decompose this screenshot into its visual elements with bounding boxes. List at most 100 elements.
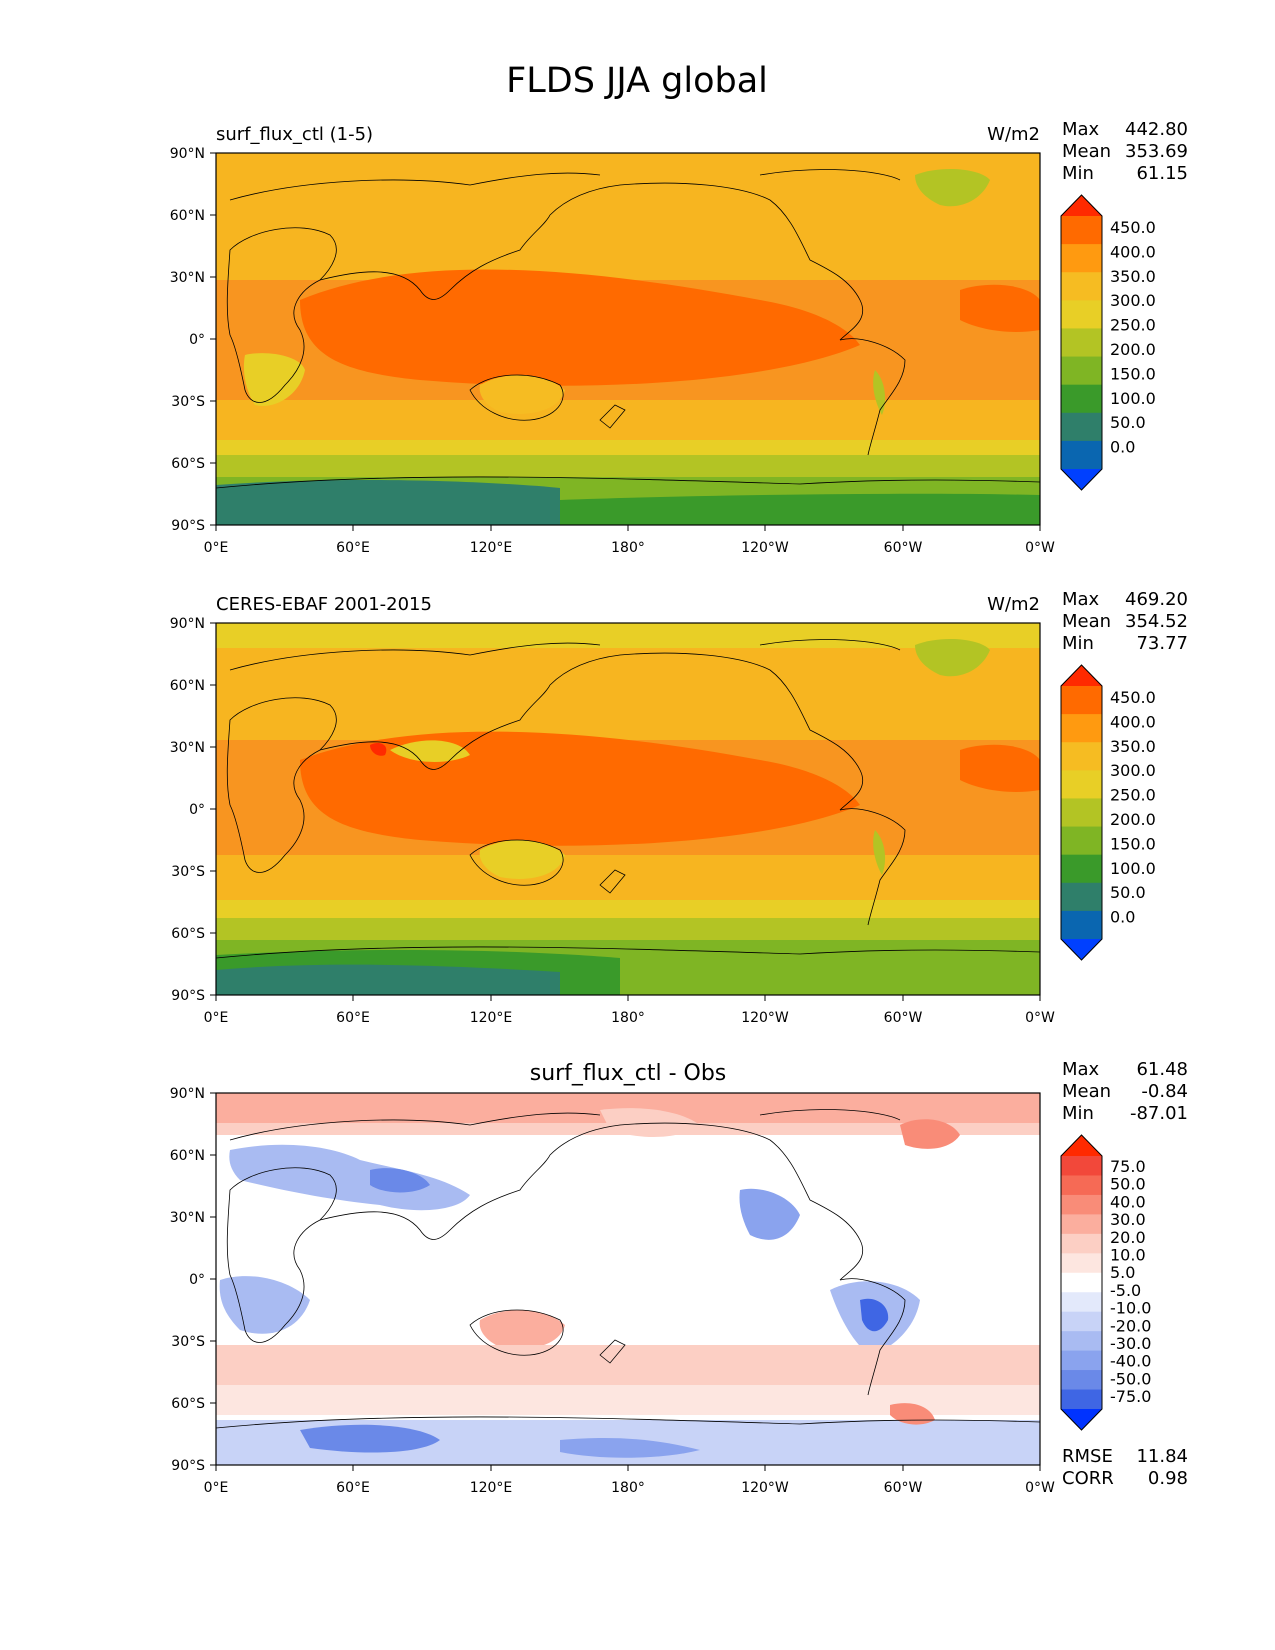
colorbar-level-label: 0.0 bbox=[1110, 438, 1135, 457]
lat-tick-label: 90°N bbox=[170, 616, 205, 632]
stat-mean-value: 354.52 bbox=[1125, 611, 1188, 632]
lat-tick-label: 30°S bbox=[171, 394, 205, 410]
colorbar-segment bbox=[1061, 798, 1102, 828]
colorbar-extend-max bbox=[1061, 195, 1102, 216]
colorbar-level-label: -75.0 bbox=[1110, 1387, 1151, 1406]
stat-min-label: Min bbox=[1062, 163, 1094, 184]
panel-difference-stats: Max 61.48 Mean -0.84 Min -87.01 bbox=[1062, 1059, 1188, 1124]
lon-tick-label: 60°E bbox=[336, 1480, 370, 1496]
lon-tick-label: 60°W bbox=[884, 1010, 923, 1026]
stat-min-label: Min bbox=[1062, 633, 1094, 654]
colorbar-segment bbox=[1061, 882, 1102, 912]
colorbar-segment bbox=[1061, 1156, 1102, 1176]
lon-tick-label: 0°E bbox=[204, 540, 229, 556]
colorbar-segment bbox=[1061, 714, 1102, 743]
stat-max-label: Max bbox=[1062, 119, 1100, 140]
colorbar-level-label: 250.0 bbox=[1110, 316, 1156, 335]
lat-tick-label: 90°S bbox=[171, 518, 205, 534]
colorbar-segment bbox=[1061, 686, 1102, 715]
lon-tick-label: 60°W bbox=[884, 540, 923, 556]
lat-tick-label: 60°S bbox=[171, 456, 205, 472]
colorbar-level-label: -10.0 bbox=[1110, 1299, 1151, 1318]
colorbar-segment bbox=[1061, 300, 1102, 329]
colorbar-level-label: 150.0 bbox=[1110, 364, 1156, 383]
stat-min-value: 73.77 bbox=[1136, 633, 1188, 654]
corr-value: 0.98 bbox=[1148, 1468, 1188, 1489]
colorbar-segment bbox=[1061, 216, 1102, 245]
panel-reference-left-title: CERES-EBAF 2001-2015 bbox=[216, 594, 432, 615]
lon-tick-label: 0°W bbox=[1025, 1010, 1055, 1026]
lon-tick-label: 0°W bbox=[1025, 540, 1055, 556]
panel-difference-colorbar: 75.050.040.030.020.010.05.0-5.0-10.0-20.… bbox=[1060, 1134, 1151, 1431]
stat-mean-label: Mean bbox=[1062, 1081, 1111, 1102]
colorbar-outline bbox=[1060, 194, 1103, 491]
lon-tick-label: 120°W bbox=[741, 540, 789, 556]
colorbar-segment bbox=[1061, 1233, 1102, 1254]
colorbar-level-label: 450.0 bbox=[1110, 688, 1156, 707]
lat-tick-label: 30°S bbox=[171, 864, 205, 880]
lat-tick-label: 90°N bbox=[170, 1086, 205, 1102]
stat-mean-value: 353.69 bbox=[1125, 141, 1188, 162]
colorbar-segment bbox=[1061, 1194, 1102, 1215]
colorbar-level-label: 50.0 bbox=[1110, 1175, 1146, 1194]
colorbar-segment bbox=[1061, 1311, 1102, 1332]
figure-title: FLDS JJA global bbox=[506, 61, 768, 101]
panel-test-units: W/m2 bbox=[987, 124, 1040, 145]
lat-tick-label: 30°S bbox=[171, 1334, 205, 1350]
lat-tick-label: 90°S bbox=[171, 988, 205, 1004]
panel-reference-colorbar: 450.0 400.0 350.0 300.0 250.0 200.0 150.0 100.0… bbox=[1060, 664, 1156, 961]
colorbar-level-label: 50.0 bbox=[1110, 413, 1146, 432]
colorbar-segment bbox=[1061, 356, 1102, 386]
lat-tick-label: 90°N bbox=[170, 146, 205, 162]
colorbar-level-label: 100.0 bbox=[1110, 389, 1156, 408]
colorbar-extend-max bbox=[1061, 1135, 1102, 1156]
colorbar-segment bbox=[1061, 742, 1102, 771]
lat-tick-label: 0° bbox=[189, 1272, 205, 1288]
colorbar-segment bbox=[1061, 244, 1102, 273]
rmse-label: RMSE bbox=[1062, 1446, 1113, 1467]
stat-max-label: Max bbox=[1062, 589, 1100, 610]
panel-reference-units: W/m2 bbox=[987, 594, 1040, 615]
lon-tick-label: 180° bbox=[611, 540, 645, 556]
lon-tick-label: 0°E bbox=[204, 1010, 229, 1026]
panel-reference-lat-ticks: 90°N 60°N 30°N 0° 30°S 60°S 90°S bbox=[170, 616, 216, 1004]
lon-tick-label: 120°E bbox=[470, 540, 513, 556]
colorbar-segment bbox=[1061, 770, 1102, 799]
lon-tick-label: 120°E bbox=[470, 1010, 513, 1026]
colorbar-level-label: 400.0 bbox=[1110, 242, 1156, 261]
panel-test-stats: Max 442.80 Mean 353.69 Min 61.15 bbox=[1062, 119, 1188, 184]
colorbar-level-label: 450.0 bbox=[1110, 218, 1156, 237]
colorbar-outline bbox=[1060, 1134, 1103, 1431]
lat-tick-label: 90°S bbox=[171, 1458, 205, 1474]
colorbar-segment bbox=[1061, 910, 1102, 940]
colorbar-level-label: 350.0 bbox=[1110, 737, 1156, 756]
colorbar-segment bbox=[1061, 1272, 1102, 1293]
stat-min-label: Min bbox=[1062, 1103, 1094, 1124]
colorbar-segment bbox=[1061, 272, 1102, 301]
lon-tick-label: 0°E bbox=[204, 1480, 229, 1496]
lon-tick-label: 60°E bbox=[336, 1010, 370, 1026]
lon-tick-label: 60°E bbox=[336, 540, 370, 556]
colorbar-level-label: -50.0 bbox=[1110, 1369, 1151, 1388]
colorbar-segment bbox=[1061, 826, 1102, 856]
lon-tick-label: 120°W bbox=[741, 1010, 789, 1026]
colorbar-level-label: 40.0 bbox=[1110, 1192, 1146, 1211]
lat-tick-label: 30°N bbox=[170, 740, 205, 756]
colorbar-level-label: 250.0 bbox=[1110, 786, 1156, 805]
colorbar-extend-max bbox=[1061, 665, 1102, 686]
lat-tick-label: 60°S bbox=[171, 926, 205, 942]
stat-mean-value: -0.84 bbox=[1141, 1081, 1188, 1102]
colorbar-extend-min bbox=[1061, 469, 1102, 490]
corr-label: CORR bbox=[1062, 1468, 1114, 1489]
stat-max-value: 469.20 bbox=[1125, 589, 1188, 610]
colorbar-level-label: 200.0 bbox=[1110, 340, 1156, 359]
panel-test: surf_flux_ctl (1-5) W/m2 bbox=[170, 119, 1188, 556]
panel-difference: surf_flux_ctl - Obs bbox=[170, 1059, 1188, 1496]
colorbar-level-label: 5.0 bbox=[1110, 1263, 1135, 1282]
panel-test-left-title: surf_flux_ctl (1-5) bbox=[216, 124, 373, 145]
colorbar-segment bbox=[1061, 1253, 1102, 1274]
panel-test-colorbar: 450.0 400.0 350.0 300.0 250.0 200.0 150.0 100.0… bbox=[1060, 194, 1156, 491]
colorbar-level-label: 20.0 bbox=[1110, 1228, 1146, 1247]
colorbar-level-label: 200.0 bbox=[1110, 810, 1156, 829]
colorbar-level-label: 50.0 bbox=[1110, 883, 1146, 902]
